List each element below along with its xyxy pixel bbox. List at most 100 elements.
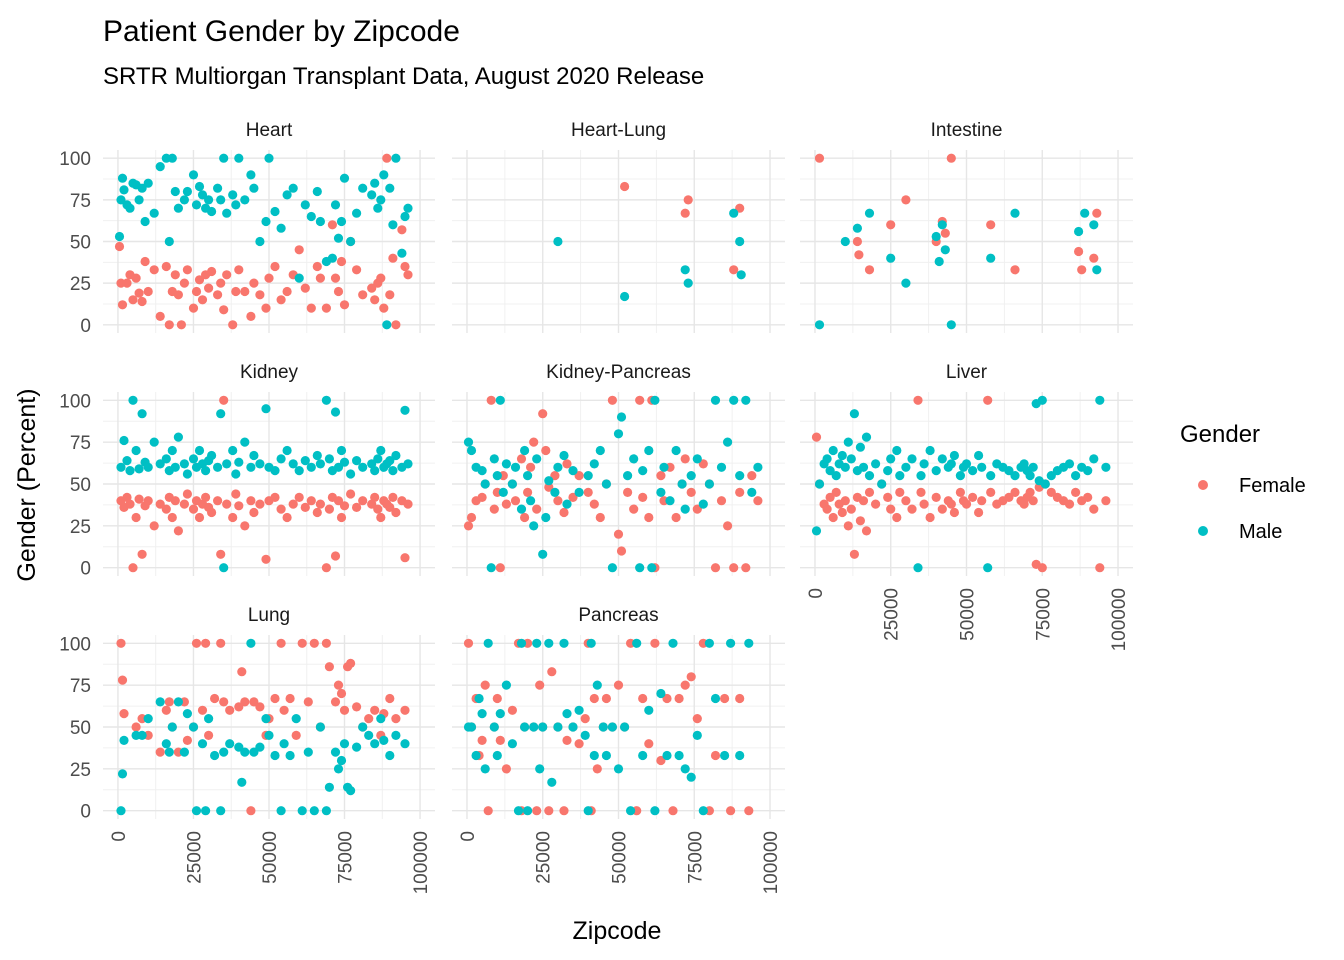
data-point-male [161, 739, 171, 749]
y-tick-label: 100 [59, 634, 91, 655]
data-point-female [568, 492, 578, 502]
data-point-female [324, 662, 334, 672]
data-point-male [532, 454, 542, 464]
data-point-male [535, 764, 545, 774]
data-point-male [255, 742, 265, 752]
data-point-female [620, 181, 630, 192]
data-point-male [391, 730, 401, 741]
data-point-male [119, 435, 129, 446]
data-point-male [237, 777, 247, 787]
data-point-female [197, 705, 208, 715]
series-male [814, 208, 1102, 330]
data-point-male [1095, 395, 1105, 405]
data-point-male [907, 454, 917, 464]
data-point-male [182, 186, 192, 197]
series-female [814, 153, 1102, 275]
data-point-male [207, 206, 217, 217]
data-point-female [143, 286, 153, 297]
data-point-female [114, 241, 125, 252]
y-tick-label: 0 [80, 316, 91, 337]
data-point-male [143, 462, 153, 472]
data-point-female [843, 521, 853, 531]
data-point-female [231, 286, 241, 297]
data-point-male [480, 764, 490, 774]
data-point-male [547, 777, 557, 787]
data-point-male [219, 563, 229, 573]
data-point-male [474, 693, 484, 704]
data-point-female [601, 693, 612, 704]
data-point-male [143, 714, 153, 724]
data-point-female [333, 496, 344, 506]
data-point-male [300, 200, 310, 210]
data-point-male [864, 471, 875, 481]
data-point-female [385, 502, 395, 512]
data-point-female [686, 487, 696, 497]
data-point-female [716, 496, 727, 506]
data-point-male [1080, 208, 1090, 218]
data-point-female [977, 496, 987, 506]
data-point-female [270, 261, 280, 272]
data-point-female [559, 806, 569, 816]
data-point-female [840, 496, 850, 506]
data-point-female [723, 521, 733, 531]
data-point-male [155, 697, 165, 707]
data-point-male [895, 471, 905, 481]
data-point-female [871, 499, 881, 509]
data-point-female [194, 275, 205, 285]
data-point-female [986, 487, 996, 497]
data-point-female [282, 286, 292, 297]
data-point-male [662, 750, 672, 761]
data-point-male [336, 755, 347, 766]
data-point-female [495, 735, 505, 746]
data-point-female [170, 270, 180, 280]
data-point-male [246, 462, 256, 472]
data-point-female [179, 278, 189, 288]
data-point-male [736, 270, 746, 280]
data-point-female [237, 667, 247, 677]
data-point-male [376, 714, 386, 724]
data-point-female [400, 705, 410, 715]
data-point-female [901, 496, 911, 506]
data-point-female [173, 290, 183, 300]
data-point-male [886, 253, 896, 263]
data-point-female [122, 278, 132, 288]
data-point-male [333, 233, 344, 243]
data-point-male [270, 206, 280, 217]
data-point-male [931, 466, 941, 476]
data-point-male [288, 459, 298, 469]
data-point-male [167, 445, 177, 456]
data-point-female [197, 295, 208, 305]
data-point-male [194, 445, 205, 456]
data-point-male [828, 445, 838, 456]
data-point-male [726, 638, 736, 648]
data-point-female [523, 487, 533, 497]
data-point-female [710, 750, 721, 761]
data-point-female [489, 504, 499, 514]
data-point-male [346, 469, 356, 479]
data-point-male [656, 688, 666, 699]
data-point-female [219, 697, 229, 707]
data-point-male [916, 471, 926, 481]
data-point-female [477, 492, 487, 502]
data-point-male [466, 445, 477, 456]
data-point-male [937, 454, 947, 464]
data-point-female [339, 501, 350, 511]
data-point-male [513, 806, 524, 816]
data-point-female [388, 492, 398, 502]
data-point-male [188, 170, 199, 180]
data-point-male [315, 459, 325, 469]
data-point-female [583, 487, 593, 497]
data-point-male [1037, 395, 1047, 405]
data-point-female [811, 432, 822, 442]
y-tick-label: 100 [59, 391, 91, 412]
data-point-male [373, 203, 383, 213]
data-point-male [589, 750, 599, 761]
data-point-male [270, 466, 280, 476]
data-point-female [373, 504, 383, 514]
data-point-male [871, 459, 881, 469]
data-point-female [164, 320, 174, 330]
data-point-male [704, 479, 715, 489]
series-male [811, 395, 1111, 573]
data-point-female [854, 250, 864, 260]
data-point-female [161, 261, 171, 272]
